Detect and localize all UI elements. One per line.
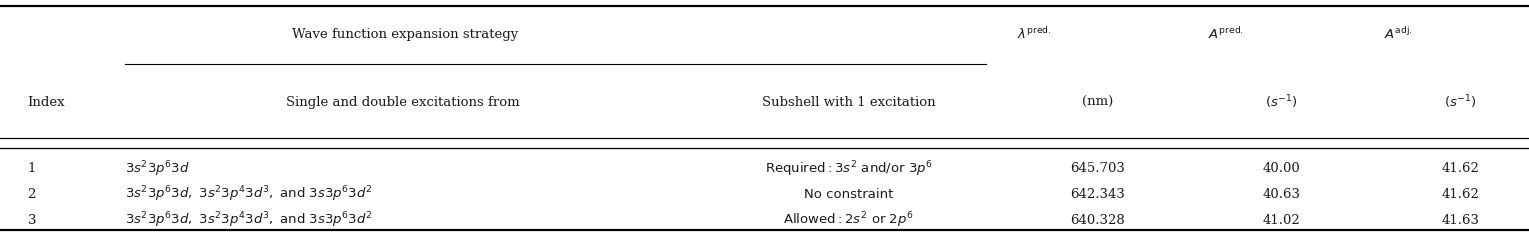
Text: $3s^{2}3p^{6}3d,\ 3s^{2}3p^{4}3d^{3},\ \mathrm{and\ }3s3p^{6}3d^{2}$: $3s^{2}3p^{6}3d,\ 3s^{2}3p^{4}3d^{3},\ \… (125, 185, 373, 205)
Text: $\mathrm{Required: }3s^{2}\mathrm{\ and/or\ }3p^{6}$: $\mathrm{Required: }3s^{2}\mathrm{\ and/… (764, 159, 933, 179)
Text: $A^{\mathrm{adj.}}$: $A^{\mathrm{adj.}}$ (1384, 26, 1413, 42)
Text: 3: 3 (28, 214, 37, 227)
Text: 640.328: 640.328 (1070, 214, 1125, 227)
Text: 645.703: 645.703 (1070, 162, 1125, 175)
Text: $(s^{-1})$: $(s^{-1})$ (1264, 94, 1298, 111)
Text: $(s^{-1})$: $(s^{-1})$ (1443, 94, 1477, 111)
Text: Index: Index (28, 96, 66, 109)
Text: Subshell with 1 excitation: Subshell with 1 excitation (761, 96, 936, 109)
Text: $\lambda^{\mathrm{pred.}}$: $\lambda^{\mathrm{pred.}}$ (1017, 26, 1052, 42)
Text: $A^{\mathrm{pred.}}$: $A^{\mathrm{pred.}}$ (1208, 26, 1243, 42)
Text: 41.62: 41.62 (1442, 162, 1479, 175)
Text: $\mathrm{Allowed: }2s^{2}\mathrm{\ or\ }2p^{6}$: $\mathrm{Allowed: }2s^{2}\mathrm{\ or\ }… (783, 211, 914, 231)
Text: 41.63: 41.63 (1442, 214, 1479, 227)
Text: 41.62: 41.62 (1442, 188, 1479, 201)
Text: No constraint: No constraint (804, 188, 893, 201)
Text: 40.00: 40.00 (1263, 162, 1300, 175)
Text: Single and double excitations from: Single and double excitations from (286, 96, 520, 109)
Text: 40.63: 40.63 (1263, 188, 1300, 201)
Text: $3s^{2}3p^{6}3d,\ 3s^{2}3p^{4}3d^{3},\ \mathrm{and\ }3s3p^{6}3d^{2}$: $3s^{2}3p^{6}3d,\ 3s^{2}3p^{4}3d^{3},\ \… (125, 211, 373, 231)
Text: $3s^{2}3p^{6}3d$: $3s^{2}3p^{6}3d$ (125, 159, 190, 179)
Text: Wave function expansion strategy: Wave function expansion strategy (292, 28, 518, 41)
Text: (nm): (nm) (1083, 96, 1113, 109)
Text: 2: 2 (28, 188, 35, 201)
Text: 1: 1 (28, 162, 35, 175)
Text: 642.343: 642.343 (1070, 188, 1125, 201)
Text: 41.02: 41.02 (1263, 214, 1300, 227)
